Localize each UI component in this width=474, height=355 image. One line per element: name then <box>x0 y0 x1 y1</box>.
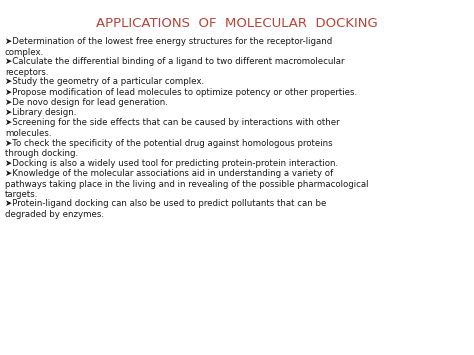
Text: ➤Knowledge of the molecular associations aid in understanding a variety of
pathw: ➤Knowledge of the molecular associations… <box>5 169 368 200</box>
Text: ➤Propose modification of lead molecules to optimize potency or other properties.: ➤Propose modification of lead molecules … <box>5 87 357 97</box>
Text: ➤Library design.: ➤Library design. <box>5 108 76 117</box>
Text: ➤Docking is also a widely used tool for predicting protein-protein interaction.: ➤Docking is also a widely used tool for … <box>5 159 338 168</box>
Text: ➤Determination of the lowest free energy structures for the receptor-ligand
comp: ➤Determination of the lowest free energy… <box>5 37 332 57</box>
Text: ➤Study the geometry of a particular complex.: ➤Study the geometry of a particular comp… <box>5 77 204 86</box>
Text: ➤To check the specificity of the potential drug against homologous proteins
thro: ➤To check the specificity of the potenti… <box>5 138 333 158</box>
Text: ➤Calculate the differential binding of a ligand to two different macromolecular
: ➤Calculate the differential binding of a… <box>5 57 345 77</box>
Text: ➤Screening for the side effects that can be caused by interactions with other
mo: ➤Screening for the side effects that can… <box>5 119 340 138</box>
Text: ➤Protein-ligand docking can also be used to predict pollutants that can be
degra: ➤Protein-ligand docking can also be used… <box>5 199 327 219</box>
Text: APPLICATIONS  OF  MOLECULAR  DOCKING: APPLICATIONS OF MOLECULAR DOCKING <box>96 17 378 30</box>
Text: ➤De novo design for lead generation.: ➤De novo design for lead generation. <box>5 98 168 107</box>
